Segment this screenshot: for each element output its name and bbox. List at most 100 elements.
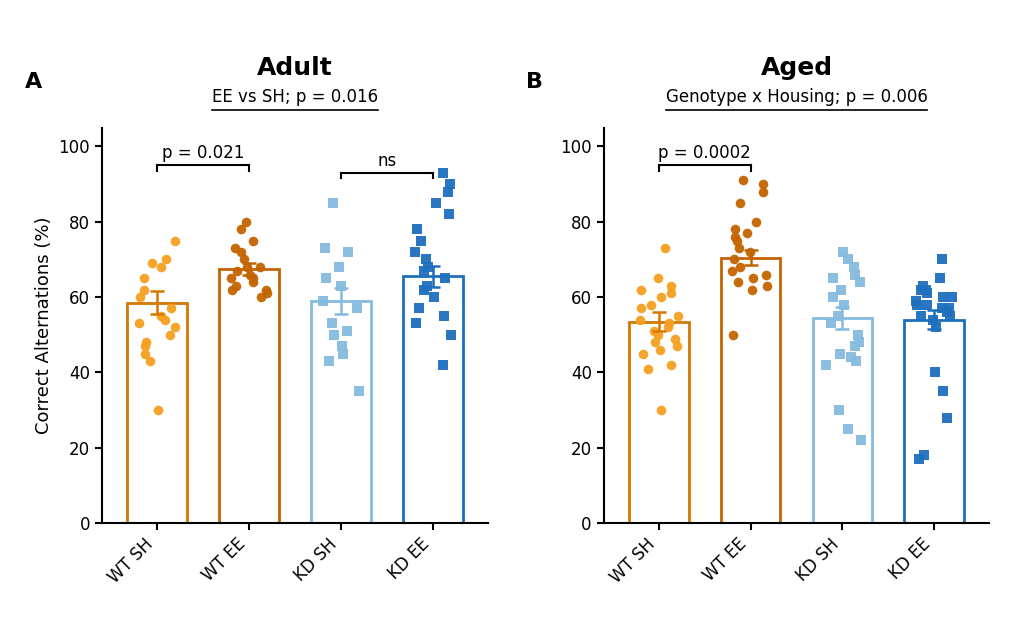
Point	[847, 341, 863, 351]
Point	[235, 255, 252, 265]
Point	[833, 285, 849, 295]
Point	[407, 247, 423, 257]
Point	[238, 217, 255, 227]
Point	[839, 424, 855, 434]
Point	[325, 330, 341, 340]
Point	[157, 315, 173, 325]
Point	[830, 348, 847, 359]
Point	[416, 265, 432, 276]
Point	[136, 273, 152, 283]
Point	[918, 288, 934, 299]
Point	[729, 277, 745, 287]
Point	[158, 255, 174, 265]
Point	[229, 265, 246, 276]
Point	[411, 303, 427, 313]
Point	[428, 198, 444, 208]
Point	[839, 255, 855, 265]
Point	[725, 330, 741, 340]
Point	[153, 311, 169, 321]
Point	[728, 235, 744, 246]
Title: Aged: Aged	[760, 56, 832, 80]
Point	[652, 292, 668, 302]
Point	[441, 179, 458, 189]
Point	[933, 386, 950, 396]
Point	[817, 360, 834, 370]
Point	[652, 405, 668, 415]
Point	[245, 277, 261, 287]
Point	[137, 341, 153, 351]
Point	[238, 262, 255, 272]
Point	[437, 273, 453, 283]
Point	[668, 311, 685, 321]
Point	[228, 281, 245, 291]
Point	[851, 338, 867, 348]
Point	[439, 186, 455, 197]
Point	[666, 334, 683, 344]
Point	[932, 303, 949, 313]
Point	[413, 235, 429, 246]
Bar	[127, 303, 186, 523]
Point	[754, 179, 770, 189]
Point	[829, 405, 846, 415]
Point	[232, 224, 249, 234]
Bar	[720, 258, 780, 523]
Point	[757, 269, 773, 279]
Point	[822, 318, 839, 329]
Text: ns: ns	[377, 152, 396, 170]
Point	[258, 285, 274, 295]
Point	[443, 330, 460, 340]
Point	[758, 281, 774, 291]
Point	[747, 217, 763, 227]
Point	[940, 303, 956, 313]
Point	[646, 338, 662, 348]
Point	[163, 303, 179, 313]
Point	[166, 235, 182, 246]
Point	[332, 281, 348, 291]
Point	[167, 322, 183, 332]
Point	[727, 224, 743, 234]
Point	[440, 209, 457, 219]
Point	[633, 303, 649, 313]
Point	[150, 405, 166, 415]
Point	[333, 341, 350, 351]
Text: p = 0.021: p = 0.021	[162, 144, 244, 162]
Point	[926, 367, 943, 378]
Point	[732, 262, 748, 272]
Point	[245, 235, 261, 246]
Point	[223, 273, 239, 283]
Point	[660, 318, 677, 329]
Point	[330, 262, 346, 272]
Point	[130, 318, 147, 329]
Text: B: B	[526, 72, 543, 93]
Point	[662, 360, 679, 370]
Point	[907, 296, 923, 306]
Point	[136, 285, 152, 295]
Point	[842, 352, 858, 362]
Text: Genotype x Housing; p = 0.006: Genotype x Housing; p = 0.006	[664, 88, 926, 106]
Point	[348, 303, 365, 313]
Point	[426, 292, 442, 302]
Point	[835, 247, 851, 257]
Point	[726, 255, 742, 265]
Point	[917, 285, 933, 295]
Point	[942, 311, 958, 321]
Point	[918, 300, 934, 310]
Point	[943, 292, 959, 302]
Point	[852, 277, 868, 287]
Point	[828, 311, 845, 321]
Point	[924, 315, 941, 325]
Point	[338, 326, 355, 336]
Point	[847, 356, 863, 366]
Point	[137, 348, 153, 359]
Point	[245, 273, 261, 283]
Point	[722, 265, 739, 276]
Point	[662, 281, 679, 291]
Bar	[219, 269, 278, 523]
Point	[252, 262, 268, 272]
Point	[320, 356, 336, 366]
Point	[153, 262, 169, 272]
Point	[142, 356, 158, 366]
Point	[162, 330, 178, 340]
Point	[408, 318, 424, 329]
Point	[435, 360, 451, 370]
